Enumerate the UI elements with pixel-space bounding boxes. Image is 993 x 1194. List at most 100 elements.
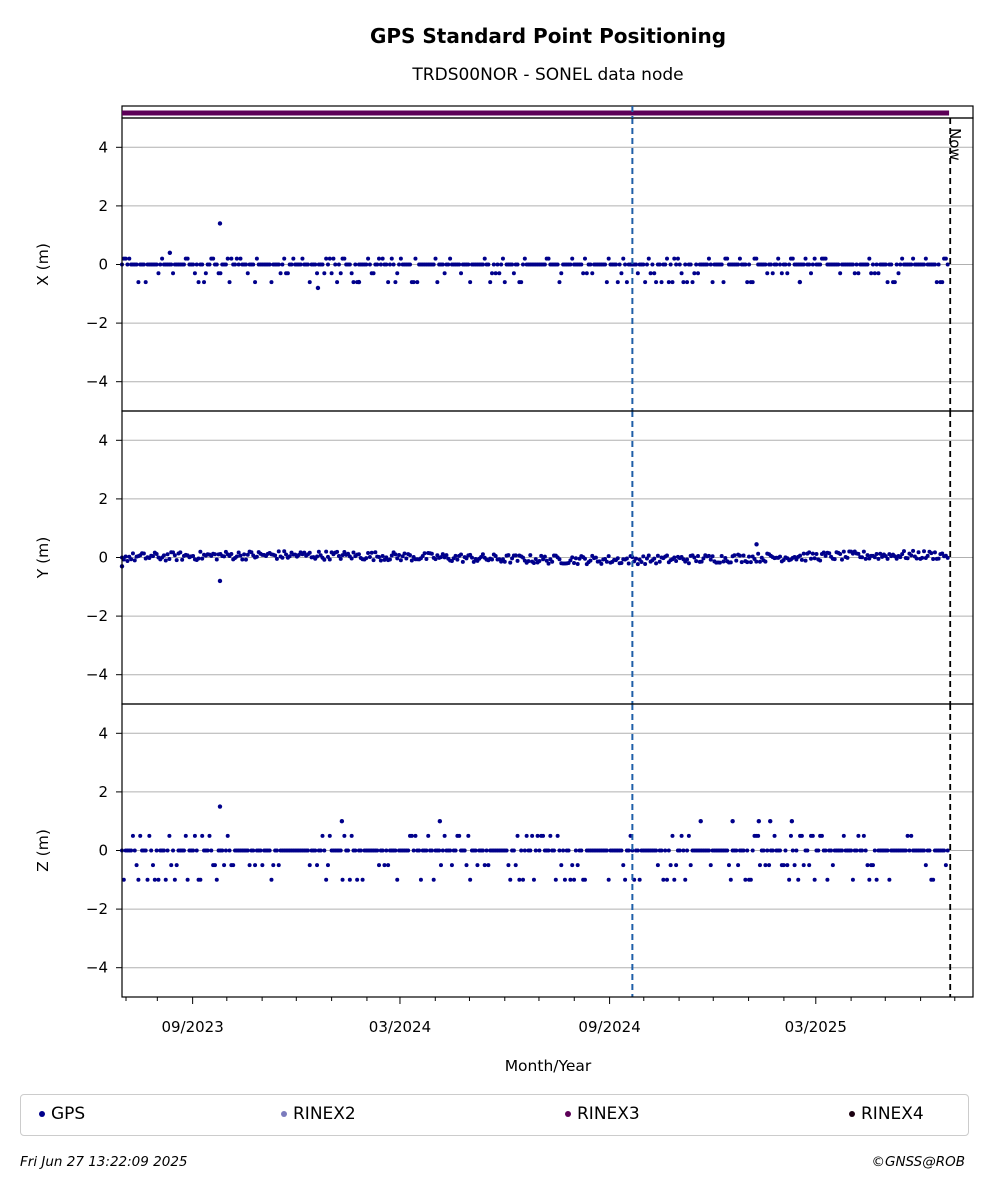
data-point-outlier — [756, 819, 762, 824]
data-point — [945, 848, 950, 853]
data-point — [785, 863, 790, 868]
data-point — [196, 556, 201, 561]
data-point — [701, 556, 706, 561]
data-point — [657, 559, 662, 564]
data-point — [457, 262, 462, 267]
panel-frame — [121, 703, 974, 998]
data-point — [320, 262, 325, 267]
data-point — [369, 550, 374, 555]
data-point — [748, 560, 753, 565]
data-point — [621, 256, 626, 261]
data-point — [809, 556, 814, 561]
data-point — [860, 848, 865, 853]
data-point — [455, 557, 460, 562]
data-point — [550, 559, 555, 564]
data-point — [603, 262, 608, 267]
data-point — [874, 877, 879, 882]
data-point — [887, 877, 892, 882]
data-point — [807, 863, 812, 868]
data-point — [212, 552, 217, 557]
data-point — [258, 848, 263, 853]
data-point — [121, 557, 126, 562]
data-point — [593, 555, 598, 560]
data-point — [141, 262, 146, 267]
data-point — [214, 877, 219, 882]
data-point — [253, 280, 258, 285]
data-point — [761, 848, 766, 853]
data-point — [778, 848, 783, 853]
data-point — [812, 256, 817, 261]
data-point — [460, 559, 465, 564]
data-point — [347, 262, 352, 267]
data-point — [663, 262, 668, 267]
data-point — [240, 557, 245, 562]
data-point — [154, 262, 159, 267]
data-point — [300, 256, 305, 261]
data-point — [878, 551, 883, 556]
data-point — [832, 557, 837, 562]
data-point — [367, 554, 372, 559]
data-point — [269, 877, 274, 882]
data-point — [378, 262, 383, 267]
data-point — [384, 262, 389, 267]
data-point — [322, 557, 327, 562]
data-point — [754, 256, 759, 261]
data-point — [462, 848, 467, 853]
data-point — [719, 554, 724, 559]
data-point — [227, 280, 232, 285]
data-point — [674, 863, 679, 868]
data-point — [249, 550, 254, 555]
data-point — [342, 256, 347, 261]
data-point — [665, 256, 670, 261]
data-point — [861, 549, 866, 554]
data-point — [763, 262, 768, 267]
data-point — [710, 554, 715, 559]
data-point — [641, 262, 646, 267]
data-point — [663, 848, 668, 853]
rinex4-marker-icon — [849, 1111, 855, 1117]
data-point — [161, 553, 166, 558]
data-point-outlier — [315, 285, 321, 291]
data-point — [129, 848, 134, 853]
data-point — [407, 553, 412, 558]
data-point — [426, 833, 431, 838]
data-point — [320, 833, 325, 838]
data-point — [796, 877, 801, 882]
data-point — [936, 556, 941, 561]
data-point — [322, 271, 327, 276]
data-point — [384, 848, 389, 853]
data-point — [493, 271, 498, 276]
data-point — [531, 560, 536, 565]
data-point — [358, 848, 363, 853]
data-point — [763, 863, 768, 868]
legend-label: RINEX3 — [577, 1104, 640, 1124]
data-point — [934, 280, 939, 285]
data-point — [298, 262, 303, 267]
data-point — [615, 280, 620, 285]
data-point — [211, 256, 216, 261]
data-point — [185, 256, 190, 261]
data-point — [568, 558, 573, 563]
data-point — [544, 558, 549, 563]
data-point — [681, 848, 686, 853]
data-point — [922, 262, 927, 267]
data-point — [367, 262, 372, 267]
data-point — [721, 280, 726, 285]
data-point — [522, 256, 527, 261]
data-point — [253, 863, 258, 868]
data-point — [903, 848, 908, 853]
data-point — [841, 549, 846, 554]
data-point — [143, 280, 148, 285]
data-point — [437, 848, 442, 853]
data-point — [506, 553, 511, 558]
data-point — [453, 848, 458, 853]
data-point — [923, 256, 928, 261]
data-point — [417, 848, 422, 853]
chart-title: GPS Standard Point Positioning — [370, 24, 726, 48]
data-point — [856, 833, 861, 838]
data-point — [803, 558, 808, 563]
data-point — [395, 877, 400, 882]
data-point — [943, 863, 948, 868]
data-point — [315, 271, 320, 276]
data-point — [225, 833, 230, 838]
